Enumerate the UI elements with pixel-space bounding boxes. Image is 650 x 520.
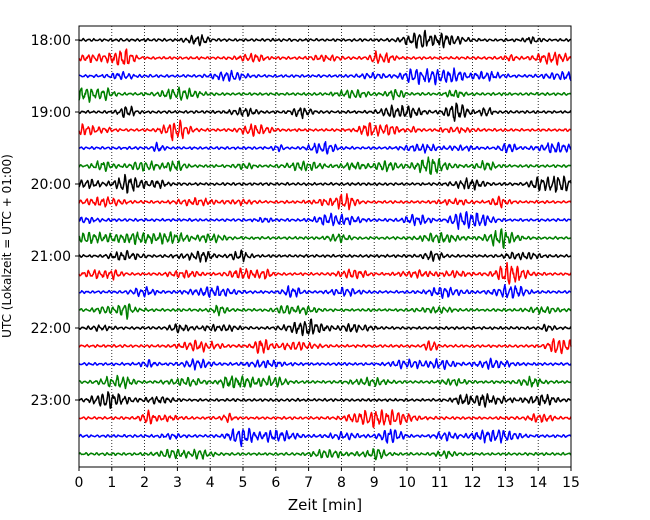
- x-tick-label: 13: [496, 475, 514, 491]
- trace-line: [78, 357, 572, 371]
- trace-line: [78, 427, 572, 448]
- x-tick-label: 12: [464, 475, 482, 491]
- y-tick-label: 19:00: [31, 105, 71, 121]
- trace-line: [78, 409, 572, 429]
- trace-line: [78, 262, 572, 285]
- x-tick-label: 9: [370, 475, 379, 491]
- x-tick-label: 10: [398, 475, 416, 491]
- x-tick-label: 14: [529, 475, 547, 491]
- traces: [78, 29, 572, 461]
- x-tick-label: 3: [173, 475, 182, 491]
- x-tick-label: 4: [206, 475, 215, 491]
- trace-line: [78, 283, 572, 299]
- trace-line: [78, 140, 572, 155]
- trace-line: [78, 249, 572, 263]
- y-tick-label: 23:00: [31, 393, 71, 409]
- x-axis-label: Zeit [min]: [288, 496, 362, 514]
- x-tick-label: 7: [304, 475, 313, 491]
- trace-line: [78, 211, 572, 230]
- trace-line: [78, 228, 572, 249]
- x-tick-label: 6: [271, 475, 280, 491]
- trace-line: [78, 391, 572, 409]
- x-tick-label: 1: [107, 475, 116, 491]
- trace-line: [78, 48, 572, 66]
- y-tick-label: 18:00: [31, 33, 71, 49]
- trace-line: [78, 102, 572, 122]
- trace-line: [78, 303, 572, 320]
- trace-line: [78, 318, 572, 337]
- trace-line: [78, 193, 572, 211]
- y-tick-label: 22:00: [31, 321, 71, 337]
- x-tick-label: 8: [337, 475, 346, 491]
- trace-line: [78, 173, 572, 194]
- trace-line: [78, 448, 572, 461]
- x-tick-label: 0: [75, 475, 84, 491]
- trace-line: [78, 119, 572, 142]
- trace-line: [78, 86, 572, 103]
- trace-line: [78, 156, 572, 175]
- trace-line: [78, 374, 572, 390]
- x-ticks: 0 1 2 3 4 5 6 7 8 9 10 11 12 13 14 15: [75, 467, 580, 491]
- x-tick-label: 11: [431, 475, 449, 491]
- y-tick-label: 20:00: [31, 177, 71, 193]
- y-axis-label: UTC (Lokalzeit = UTC + 01:00): [0, 154, 14, 338]
- y-ticks: 18:00 19:00 20:00 21:00 22:00 23:00: [31, 33, 79, 409]
- x-tick-label: 5: [239, 475, 248, 491]
- y-tick-label: 21:00: [31, 249, 71, 265]
- x-tick-label: 15: [562, 475, 580, 491]
- trace-line: [78, 338, 572, 355]
- plot-frame: [78, 25, 572, 468]
- trace-line: [78, 29, 572, 49]
- x-tick-label: 2: [140, 475, 149, 491]
- trace-line: [78, 67, 572, 86]
